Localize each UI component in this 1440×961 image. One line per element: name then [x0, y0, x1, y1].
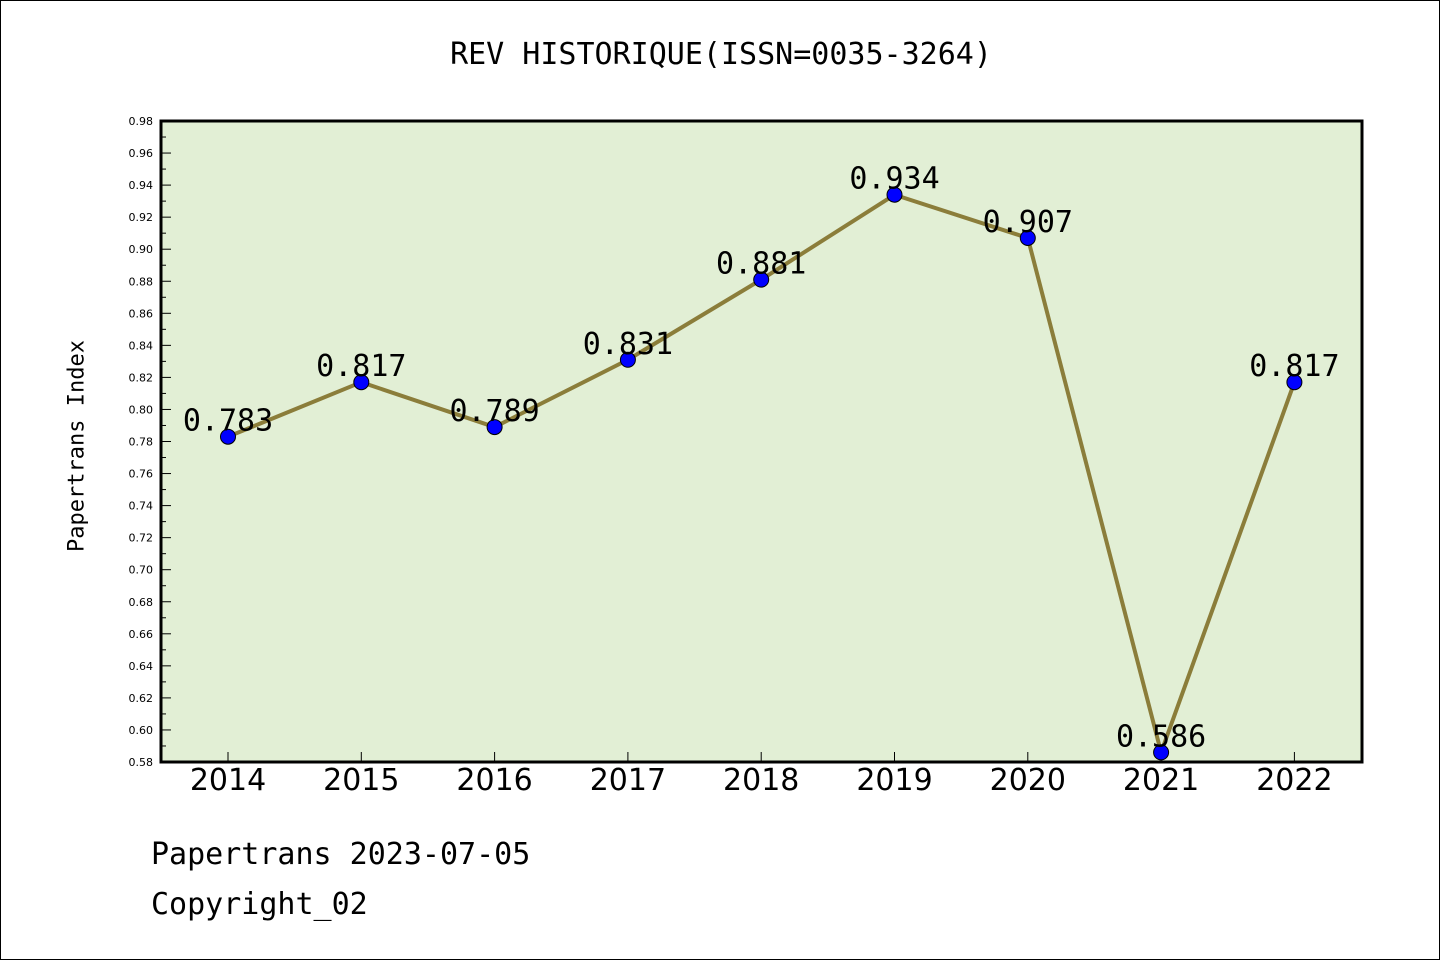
data-point	[1019, 229, 1036, 246]
x-tick-label: 2018	[723, 763, 799, 798]
x-tick-label: 2017	[590, 763, 666, 798]
y-tick-label: 0.62	[129, 692, 154, 705]
data-point	[619, 351, 636, 368]
y-tick-label: 0.66	[129, 628, 154, 641]
y-tick-label: 0.80	[129, 403, 154, 416]
data-label: 0.934	[849, 162, 939, 197]
y-tick-label: 0.70	[129, 564, 154, 577]
y-tick-label: 0.64	[129, 660, 154, 673]
x-tick-label: 2015	[323, 763, 399, 798]
data-label: 0.831	[583, 327, 673, 362]
y-tick-label: 0.60	[129, 724, 154, 737]
data-label: 0.783	[183, 404, 273, 439]
plot-border	[159, 119, 1364, 764]
data-label: 0.817	[1249, 349, 1339, 384]
plot-background	[161, 121, 1362, 762]
data-point	[353, 374, 370, 391]
data-point	[1286, 374, 1303, 391]
y-tick-label: 0.88	[129, 275, 154, 288]
y-tick-label: 0.68	[129, 596, 154, 609]
y-tick-label: 0.90	[129, 243, 154, 256]
y-tick-label: 0.92	[129, 211, 154, 224]
y-tick-label: 0.58	[129, 756, 154, 769]
y-tick-label: 0.98	[129, 115, 154, 128]
chart-title: REV HISTORIQUE(ISSN=0035-3264)	[450, 37, 992, 72]
footer-copyright: Copyright_02	[151, 887, 368, 922]
y-tick-label: 0.76	[129, 468, 154, 481]
x-tick-label: 2022	[1256, 763, 1332, 798]
y-tick-label: 0.96	[129, 147, 154, 160]
y-tick-label: 0.86	[129, 307, 154, 320]
data-label: 0.907	[983, 205, 1073, 240]
y-tick-label: 0.84	[129, 339, 154, 352]
footer-source-date: Papertrans 2023-07-05	[151, 837, 531, 872]
y-tick-label: 0.82	[129, 371, 154, 384]
data-label: 0.881	[716, 247, 806, 282]
data-point	[886, 186, 903, 203]
data-label: 0.789	[449, 394, 539, 429]
x-tick-label: 2021	[1123, 763, 1199, 798]
x-tick-label: 2020	[990, 763, 1066, 798]
y-tick-label: 0.74	[129, 500, 154, 513]
data-label: 0.817	[316, 349, 406, 384]
y-tick-label: 0.94	[129, 179, 154, 192]
x-tick-label: 2016	[456, 763, 532, 798]
y-tick-label: 0.78	[129, 436, 154, 449]
y-tick-label: 0.72	[129, 532, 154, 545]
x-tick-label: 2014	[190, 763, 266, 798]
x-tick-label: 2019	[856, 763, 932, 798]
data-point	[753, 271, 770, 288]
data-point	[486, 419, 503, 436]
data-point	[1153, 744, 1170, 761]
data-label: 0.586	[1116, 719, 1206, 754]
data-point	[220, 428, 236, 445]
